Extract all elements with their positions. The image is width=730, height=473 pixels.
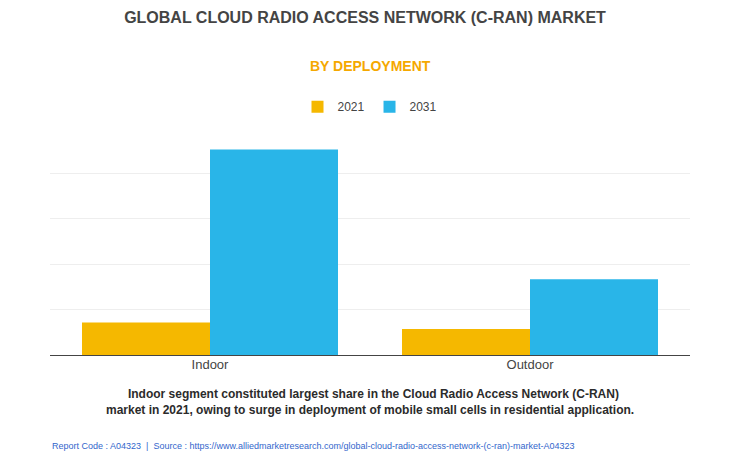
svg-text:GLOBAL CLOUD RADIO ACCESS NETW: GLOBAL CLOUD RADIO ACCESS NETWORK (C-RAN… <box>124 9 606 26</box>
svg-text:Outdoor: Outdoor <box>507 357 555 372</box>
svg-text:2031: 2031 <box>410 100 437 114</box>
svg-text:Indoor: Indoor <box>192 357 230 372</box>
svg-text:Report Code : A04323 | Sourc: Report Code : A04323 | Source : https://… <box>52 441 575 451</box>
svg-text:BY DEPLOYMENT: BY DEPLOYMENT <box>310 58 431 74</box>
svg-text:2021: 2021 <box>338 100 365 114</box>
svg-text:Indoor segment constituted lar: Indoor segment constituted largest share… <box>106 387 634 417</box>
